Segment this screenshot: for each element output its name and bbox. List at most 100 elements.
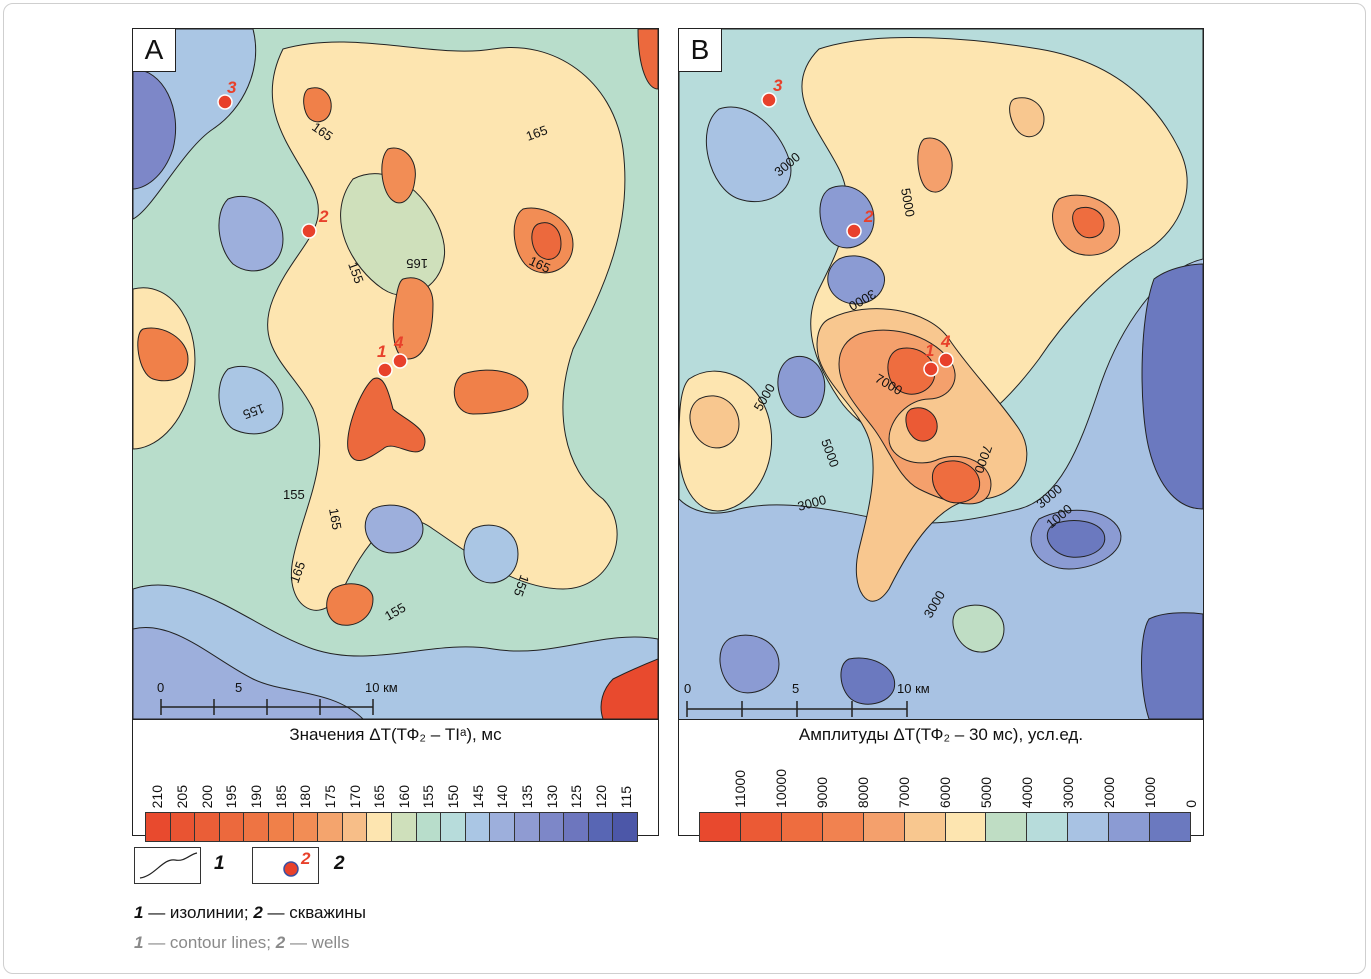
legend-swatch [1027,813,1069,841]
caption-text: — contour lines; [143,933,276,952]
well-label: 4 [940,332,951,351]
legend-swatch [904,813,946,841]
legend-ticks: 210 205 200 195 190 185 180 175 170 165 160 155 150 1… [145,750,638,808]
contour-label: 155 [241,401,267,423]
legend-tick-label: 11000 [732,770,748,808]
legend-title: Амплитуды ΔT(ТФ₂ – 30 мс), усл.ед. [798,725,1084,744]
well-4[interactable]: 4 [938,332,954,368]
map-b-zone-red-core-wells [887,347,936,395]
legend-tick-label: 4000 [1019,776,1035,808]
legend-tick-label: 210 [149,784,166,808]
legend-tick-label: 8000 [855,776,871,808]
contour-label: 165 [524,122,550,144]
well-3[interactable]: 3 [217,78,237,110]
map-a-zone-blue-west-low [218,365,284,435]
well-marker[interactable] [392,353,408,369]
map-a-zone-red-central [347,377,426,461]
legend-swatch [219,813,245,841]
well-1[interactable]: 1 [377,342,393,378]
scale-tick-label: 10 км [365,680,398,695]
legend-title: Значения ΔT(ТФ₂ – TIᵃ), мс [289,725,502,744]
scale-tick-label: 0 [684,681,691,696]
map-a-zone-blue-east [463,524,519,584]
legend-tick-label: 150 [445,784,462,808]
well-2[interactable]: 2 [301,207,329,239]
legend-swatch [170,813,196,841]
legend-swatch [945,813,987,841]
contour-label: 5000 [898,187,918,218]
legend-tick-label: 5000 [978,776,994,808]
well-marker[interactable] [761,92,777,108]
key-label-2: 2 [334,853,345,874]
map-panel-a: 165 165 165 165 155 155 155 165 155 165 … [132,28,659,842]
legend-tick-label: 195 [223,784,240,808]
well-3[interactable]: 3 [761,76,783,108]
caption-num: 2 [275,933,286,952]
contour-label: 165 [326,507,345,531]
map-b-zone-red-core-mid [905,407,938,442]
caption-num: 2 [253,903,263,922]
legend-swatch [490,813,515,841]
legend-tick-label: 3000 [1060,776,1076,808]
well-marker[interactable] [377,362,393,378]
contour-map-a: 165 165 165 165 155 155 155 165 155 165 … [133,29,658,719]
well-1[interactable]: 1 [923,341,939,377]
legend-tick-label: 140 [494,784,511,808]
legend-tick-label: 6000 [937,776,953,808]
well-label: 2 [863,207,874,226]
well-4[interactable]: 4 [392,333,408,369]
map-a-zone-orange-south [326,583,374,626]
scale-bar: 0 5 10 км [684,681,930,717]
map-panel-b: 3000 5000 3000 5000 7000 5000 7000 3000 … [678,28,1204,842]
well-marker[interactable] [923,361,939,377]
map-a-zone-red-southeast [600,658,658,719]
contour-line-icon [139,852,198,879]
legend-tick-label: 2000 [1101,776,1117,808]
caption-num: 1 [134,933,144,952]
legend-swatch [367,813,392,841]
legend-swatch [781,813,823,841]
legend-swatch [465,813,491,841]
map-b-zone-orange-north [917,137,953,193]
figure-frame [3,3,1366,974]
map-b-zone-red-ne-core [1072,206,1105,239]
legend-b: Амплитуды ΔT(ТФ₂ – 30 мс), усл.ед. 11000… [679,719,1203,842]
well-marker[interactable] [938,352,954,368]
well-label: 2 [318,207,329,226]
caption-num: 1 [134,903,144,922]
map-b-zone-deepblue-south [840,657,896,705]
legend-swatch [1109,813,1151,841]
well-label: 3 [227,78,237,97]
contour-label: 165 [406,256,428,271]
legend-tick-label: 170 [346,784,363,808]
well-marker[interactable] [301,223,317,239]
legend-tick-label: 125 [568,784,585,808]
well-marker[interactable] [846,223,862,239]
legend-tick-label: 200 [198,784,215,808]
scale-tick-label: 0 [157,680,164,695]
contour-label: 155 [511,573,533,599]
legend-color-bar [699,812,1191,842]
map-b-zone-green-southeast [952,604,1005,653]
map-b-zone-orange-west [689,395,740,449]
contour-map-b: 3000 5000 3000 5000 7000 5000 7000 3000 … [679,29,1203,719]
well-2[interactable]: 2 [846,207,874,239]
legend-tick-label: 165 [371,784,388,808]
map-b-zone-blue-southeast [1141,612,1203,719]
legend-tick-label: 120 [593,784,610,808]
well-marker[interactable] [217,94,233,110]
map-a-zone-orange-center [392,277,434,360]
legend-ticks: 11000 10000 9000 8000 7000 6000 5000 4000 3000 20… [699,750,1199,808]
caption-russian: 1 — изолинии; 2 — скважины [134,903,366,923]
scale-bar: 0 5 10 км [157,680,398,715]
panel-letter: A [133,29,176,72]
caption-text: — изолинии; [143,903,254,922]
legend-swatch [268,813,294,841]
legend-tick-label: 205 [173,784,190,808]
legend-tick-label: 1000 [1142,776,1158,808]
legend-tick-label: 180 [297,784,314,808]
legend-tick-label: 10000 [773,769,789,808]
legend-swatch [441,813,466,841]
legend-tick-label: 7000 [896,776,912,808]
map-a-zone-orange-west [137,327,189,382]
